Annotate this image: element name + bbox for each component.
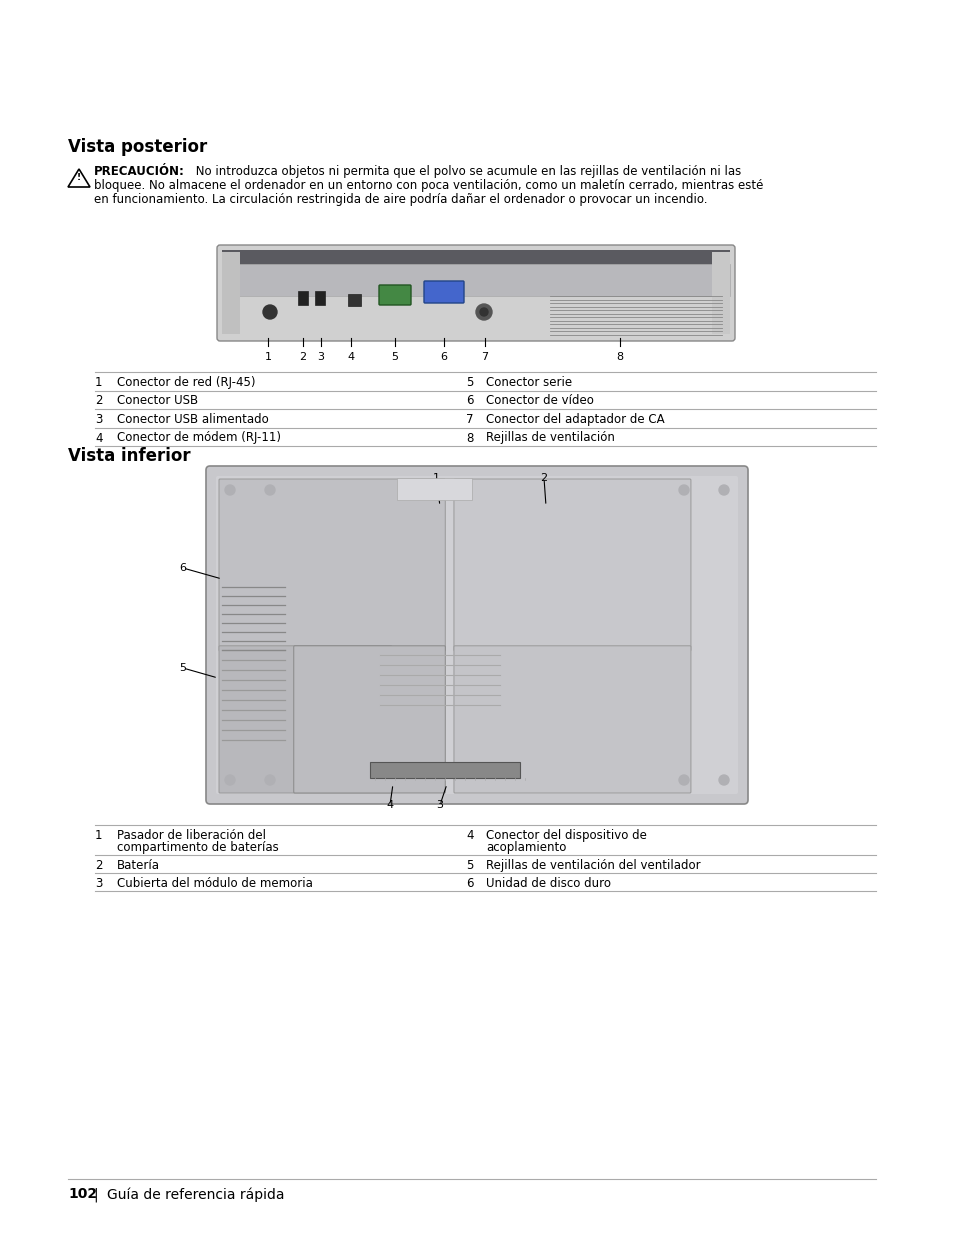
Circle shape bbox=[265, 776, 274, 785]
Circle shape bbox=[225, 485, 234, 495]
Text: 3: 3 bbox=[436, 800, 443, 810]
Text: 7: 7 bbox=[465, 412, 473, 426]
Text: 5: 5 bbox=[179, 663, 186, 673]
Circle shape bbox=[265, 485, 274, 495]
Text: 4: 4 bbox=[386, 800, 394, 810]
Text: 7: 7 bbox=[481, 352, 488, 362]
Bar bbox=[711, 252, 729, 333]
Text: 4: 4 bbox=[347, 352, 355, 362]
Bar bbox=[297, 291, 308, 305]
Text: compartimento de baterías: compartimento de baterías bbox=[117, 841, 278, 853]
FancyBboxPatch shape bbox=[423, 282, 463, 303]
Text: 3: 3 bbox=[317, 352, 324, 362]
FancyBboxPatch shape bbox=[454, 479, 690, 651]
Circle shape bbox=[225, 776, 234, 785]
Text: 4: 4 bbox=[95, 431, 102, 445]
Text: acoplamiento: acoplamiento bbox=[485, 841, 566, 853]
Text: 3: 3 bbox=[95, 412, 102, 426]
Text: 1: 1 bbox=[95, 829, 102, 842]
Text: 8: 8 bbox=[616, 352, 623, 362]
Text: en funcionamiento. La circulación restringida de aire podría dañar el ordenador : en funcionamiento. La circulación restri… bbox=[94, 193, 707, 206]
Text: 6: 6 bbox=[440, 352, 447, 362]
Text: 8: 8 bbox=[465, 431, 473, 445]
FancyBboxPatch shape bbox=[215, 475, 738, 794]
Bar bbox=[370, 762, 519, 778]
Circle shape bbox=[479, 308, 488, 316]
Text: 4: 4 bbox=[465, 829, 473, 842]
Text: 1: 1 bbox=[432, 473, 439, 483]
Text: Conector USB alimentado: Conector USB alimentado bbox=[117, 412, 269, 426]
Text: 6: 6 bbox=[179, 563, 186, 573]
Text: 2: 2 bbox=[95, 394, 102, 408]
Text: 6: 6 bbox=[465, 877, 473, 890]
Circle shape bbox=[679, 776, 688, 785]
FancyBboxPatch shape bbox=[378, 285, 411, 305]
Text: Conector de vídeo: Conector de vídeo bbox=[485, 394, 594, 408]
Text: Conector serie: Conector serie bbox=[485, 375, 572, 389]
Text: No introduzca objetos ni permita que el polvo se acumule en las rejillas de vent: No introduzca objetos ni permita que el … bbox=[192, 165, 740, 178]
Text: Cubierta del módulo de memoria: Cubierta del módulo de memoria bbox=[117, 877, 313, 890]
Text: 6: 6 bbox=[465, 394, 473, 408]
Text: Batería: Batería bbox=[117, 860, 160, 872]
Text: Guía de referencia rápida: Guía de referencia rápida bbox=[107, 1187, 284, 1202]
FancyBboxPatch shape bbox=[294, 646, 445, 793]
Circle shape bbox=[679, 485, 688, 495]
Text: 2: 2 bbox=[539, 473, 547, 483]
Text: Conector de módem (RJ-11): Conector de módem (RJ-11) bbox=[117, 431, 281, 445]
Text: bloquee. No almacene el ordenador en un entorno con poca ventilación, como un ma: bloquee. No almacene el ordenador en un … bbox=[94, 179, 762, 191]
Text: Conector del adaptador de CA: Conector del adaptador de CA bbox=[485, 412, 664, 426]
Circle shape bbox=[263, 305, 276, 319]
Text: Rejillas de ventilación del ventilador: Rejillas de ventilación del ventilador bbox=[485, 860, 700, 872]
FancyBboxPatch shape bbox=[454, 646, 690, 793]
FancyBboxPatch shape bbox=[216, 245, 734, 341]
Bar bbox=[222, 264, 729, 296]
Text: 5: 5 bbox=[465, 375, 473, 389]
Text: Vista inferior: Vista inferior bbox=[68, 447, 191, 466]
Text: Pasador de liberación del: Pasador de liberación del bbox=[117, 829, 266, 842]
Bar bbox=[314, 291, 325, 305]
Text: Conector de red (RJ-45): Conector de red (RJ-45) bbox=[117, 375, 255, 389]
Text: Vista posterior: Vista posterior bbox=[68, 138, 207, 156]
Text: 3: 3 bbox=[95, 877, 102, 890]
Circle shape bbox=[719, 776, 728, 785]
Text: 102: 102 bbox=[68, 1187, 97, 1200]
Text: Unidad de disco duro: Unidad de disco duro bbox=[485, 877, 610, 890]
Text: 2: 2 bbox=[95, 860, 102, 872]
Text: 5: 5 bbox=[391, 352, 398, 362]
Bar bbox=[348, 294, 360, 306]
Bar bbox=[222, 249, 729, 270]
FancyBboxPatch shape bbox=[219, 479, 445, 651]
Bar bbox=[396, 478, 471, 500]
Text: Conector USB: Conector USB bbox=[117, 394, 198, 408]
Circle shape bbox=[719, 485, 728, 495]
Text: |: | bbox=[92, 1187, 97, 1202]
Text: 1: 1 bbox=[95, 375, 102, 389]
Text: 5: 5 bbox=[465, 860, 473, 872]
FancyBboxPatch shape bbox=[206, 466, 747, 804]
Text: Rejillas de ventilación: Rejillas de ventilación bbox=[485, 431, 615, 445]
Circle shape bbox=[476, 304, 492, 320]
Text: 1: 1 bbox=[264, 352, 272, 362]
FancyBboxPatch shape bbox=[219, 646, 392, 793]
Bar bbox=[222, 252, 240, 333]
Text: PRECAUCIÓN:: PRECAUCIÓN: bbox=[94, 165, 185, 178]
Text: !: ! bbox=[77, 173, 81, 183]
Text: 2: 2 bbox=[299, 352, 306, 362]
Text: Conector del dispositivo de: Conector del dispositivo de bbox=[485, 829, 646, 842]
